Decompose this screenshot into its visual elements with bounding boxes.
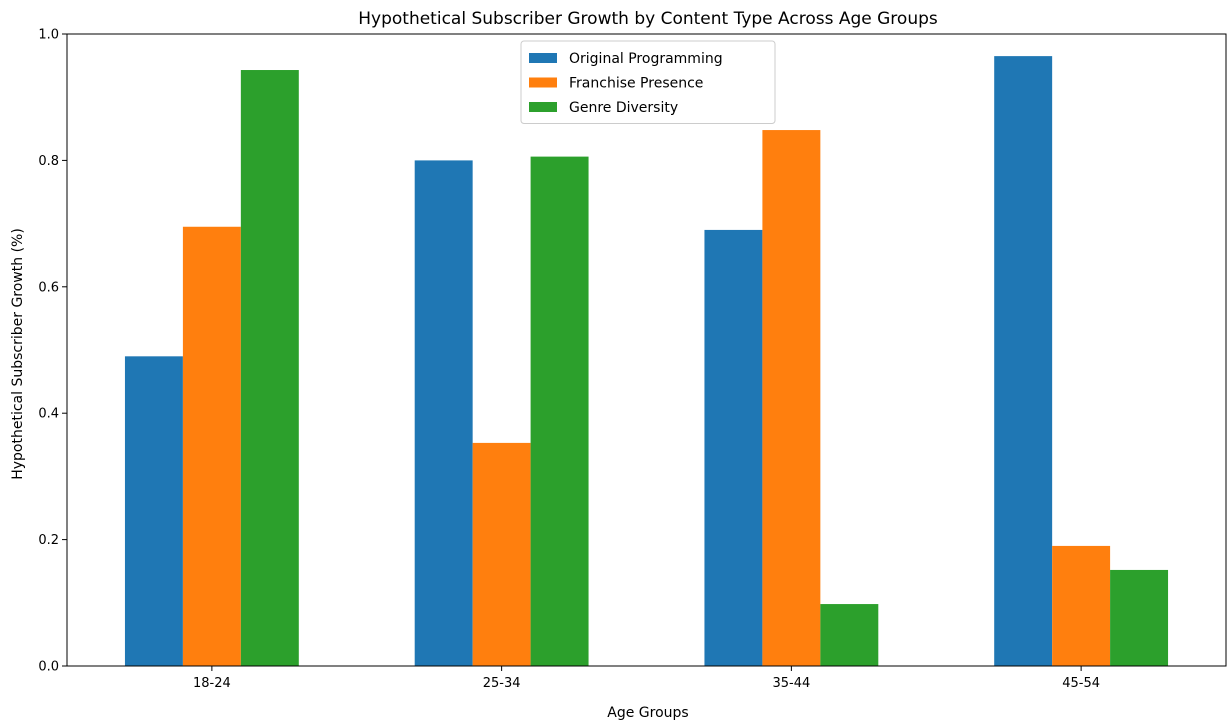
legend-label: Genre Diversity (569, 100, 678, 116)
chart-title: Hypothetical Subscriber Growth by Conten… (358, 9, 938, 29)
y-tick-label: 0.0 (38, 660, 59, 675)
x-tick-label: 45-54 (1062, 676, 1100, 691)
legend-swatch (529, 102, 557, 112)
bar-18-24-original-programming (124, 356, 183, 666)
bar-45-54-original-programming (994, 56, 1053, 667)
y-axis-label: Hypothetical Subscriber Growth (%) (10, 228, 26, 480)
legend-swatch (529, 77, 557, 88)
y-tick-label: 0.4 (38, 407, 59, 422)
bar-35-44-original-programming (704, 229, 763, 667)
bars-group (124, 56, 1169, 667)
bar-25-34-original-programming (414, 160, 473, 666)
y-tick-label: 0.8 (38, 154, 59, 169)
bar-25-34-franchise-presence (472, 442, 531, 666)
bar-18-24-genre-diversity (240, 70, 299, 666)
y-tick-label: 0.6 (38, 280, 59, 295)
x-tick-label: 18-24 (193, 676, 231, 691)
x-axis-label: Age Groups (607, 705, 688, 721)
legend: Original Programming Franchise Presence Ge… (520, 40, 776, 124)
x-axis-ticks: 18-24 25-34 35-44 45-54 (193, 666, 1100, 691)
legend-label: Franchise Presence (569, 76, 703, 92)
bar-18-24-franchise-presence (182, 226, 241, 666)
x-tick-label: 25-34 (483, 676, 521, 691)
y-tick-label: 0.2 (38, 533, 59, 548)
bar-35-44-franchise-presence (762, 130, 821, 666)
y-axis-ticks: 0.0 0.2 0.4 0.6 0.8 1.0 (38, 28, 67, 675)
bar-35-44-genre-diversity (820, 604, 879, 666)
plot-frame (66, 33, 1227, 667)
legend-box (520, 40, 776, 124)
bar-25-34-genre-diversity (530, 156, 589, 667)
legend-swatch (529, 53, 557, 63)
legend-label: Original Programming (569, 51, 723, 67)
bar-45-54-genre-diversity (1110, 569, 1169, 666)
x-tick-label: 35-44 (772, 676, 810, 691)
y-tick-label: 1.0 (38, 28, 59, 43)
bar-45-54-franchise-presence (1052, 545, 1111, 666)
